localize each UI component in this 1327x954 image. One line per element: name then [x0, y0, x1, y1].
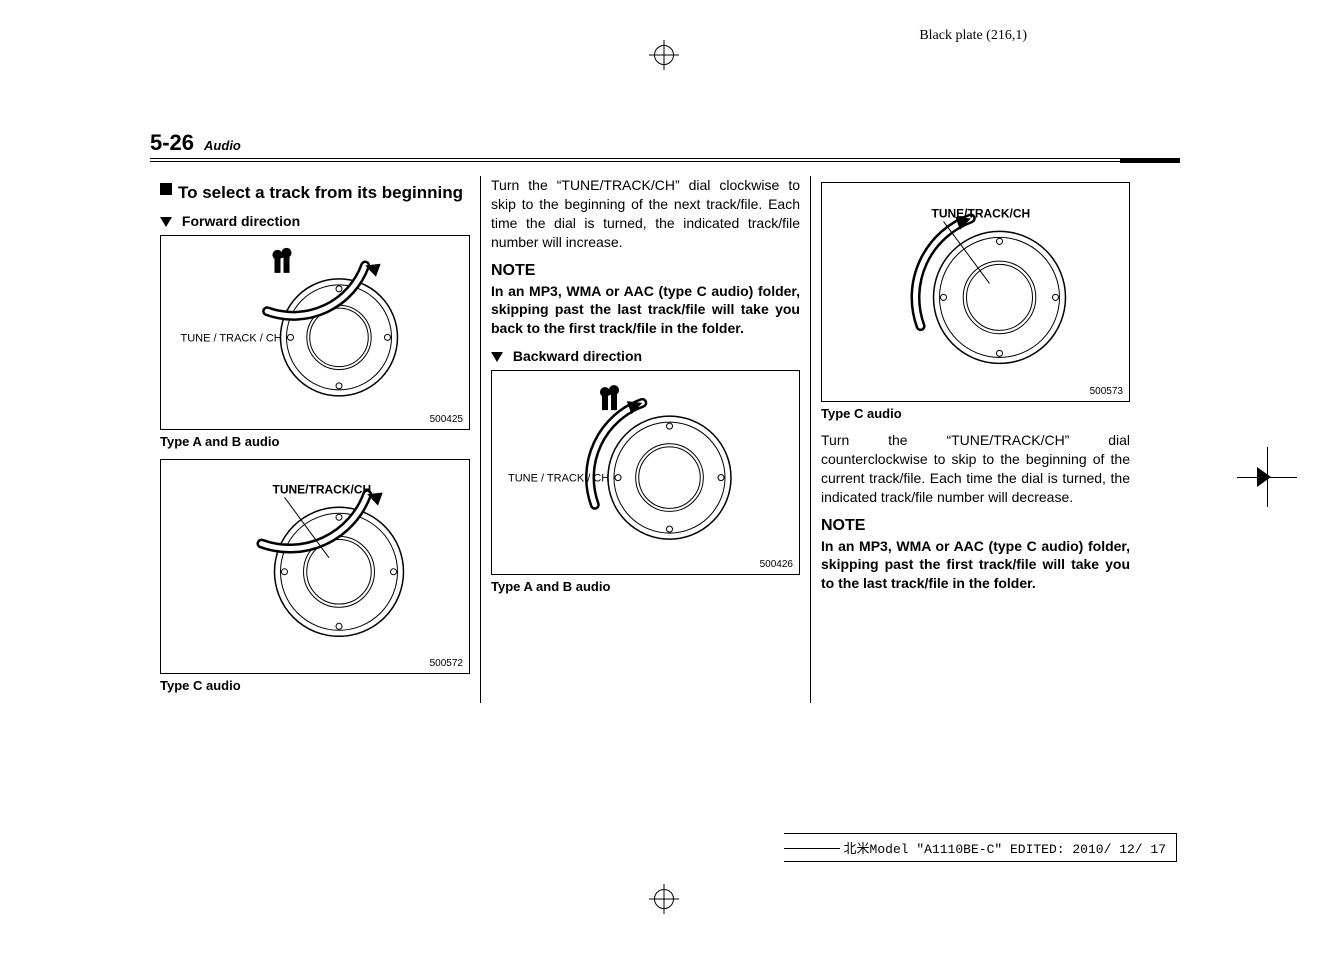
note-heading: NOTE: [821, 517, 1130, 535]
page-content: 5-26 Audio To select a track from its be…: [150, 130, 1180, 703]
heading-text: Backward direction: [513, 348, 642, 364]
header-rule: [150, 161, 1180, 162]
heading-text: To select a track from its beginning: [178, 182, 463, 203]
svg-text:TUNE / TRACK / CH: TUNE / TRACK / CH: [181, 333, 282, 345]
registration-mark-top: [649, 40, 679, 70]
figure-dial-c-bwd: TUNE/TRACK/CH 500573: [821, 182, 1130, 402]
column-1: To select a track from its beginning For…: [150, 176, 480, 703]
heading-forward: Forward direction: [160, 213, 470, 229]
svg-text:TUNE/TRACK/CH: TUNE/TRACK/CH: [932, 206, 1031, 220]
figure-dial-ab-fwd: TUNE / TRACK / CH 500425: [160, 235, 470, 430]
page-number: 5-26: [150, 130, 194, 156]
note-body: In an MP3, WMA or AAC (type C audio) fol…: [491, 282, 800, 339]
page-section: Audio: [204, 138, 241, 153]
heading-text: Forward direction: [182, 213, 300, 229]
registration-mark-right: [1247, 457, 1287, 497]
black-plate-note: Black plate (216,1): [919, 28, 1027, 44]
square-bullet-icon: [160, 183, 172, 195]
note-body: In an MP3, WMA or AAC (type C audio) fol…: [821, 537, 1130, 594]
columns: To select a track from its beginning For…: [150, 176, 1180, 703]
caption: Type C audio: [160, 678, 470, 693]
svg-text:TUNE / TRACK / CH: TUNE / TRACK / CH: [508, 473, 609, 485]
caption: Type A and B audio: [491, 579, 800, 594]
figure-dial-c-fwd: TUNE/TRACK/CH 500572: [160, 459, 470, 674]
paragraph: Turn the “TUNE/TRACK/CH” dial clockwise …: [491, 176, 800, 252]
note-heading: NOTE: [491, 262, 800, 280]
heading-backward: Backward direction: [491, 348, 800, 364]
caption: Type A and B audio: [160, 434, 470, 449]
footer-model-info: 北米Model "A1110BE-C" EDITED: 2010/ 12/ 17: [784, 833, 1177, 862]
paragraph: Turn the “TUNE/TRACK/CH” dial counterclo…: [821, 431, 1130, 507]
registration-mark-bottom: [649, 884, 679, 914]
column-3: TUNE/TRACK/CH 500573 Type C audio Turn t…: [810, 176, 1140, 703]
triangle-bullet-icon: [160, 217, 172, 227]
page-header: 5-26 Audio: [150, 130, 1180, 159]
figure-dial-ab-bwd: TUNE / TRACK / CH 500426: [491, 370, 800, 575]
heading-select-track: To select a track from its beginning: [160, 182, 470, 203]
svg-text:TUNE/TRACK/CH: TUNE/TRACK/CH: [273, 483, 372, 497]
caption: Type C audio: [821, 406, 1130, 421]
column-2: Turn the “TUNE/TRACK/CH” dial clockwise …: [480, 176, 810, 703]
triangle-bullet-icon: [491, 352, 503, 362]
